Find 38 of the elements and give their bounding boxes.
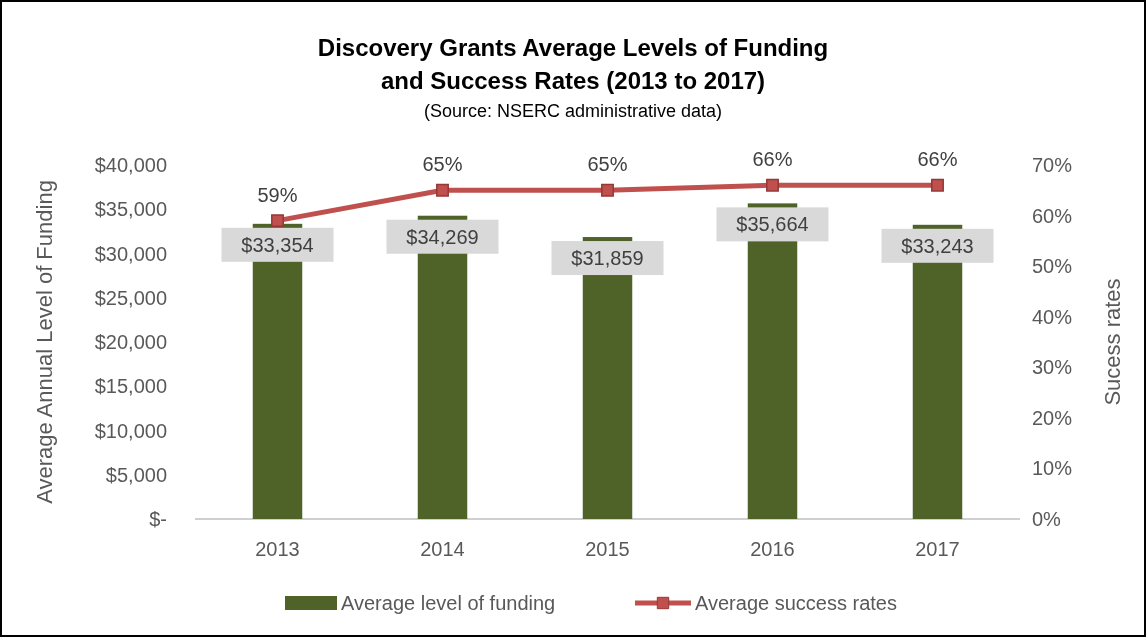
y2-tick-label: 30%	[1032, 356, 1073, 379]
y2-tick-label: 70%	[1032, 154, 1073, 176]
y-tick-label: $20,000	[94, 331, 167, 353]
data-label: $33,243	[901, 234, 974, 257]
y-tick-label: $25,000	[94, 286, 167, 309]
y2-tick-label: 60%	[1032, 204, 1073, 227]
data-label: 65%	[587, 153, 628, 176]
x-tick-label: 2015	[585, 538, 630, 560]
x-tick-label: 2017	[915, 538, 960, 560]
y2-tick-label: 50%	[1032, 255, 1073, 278]
data-label: $33,354	[241, 233, 314, 256]
y-tick-label: $35,000	[94, 198, 167, 221]
y-axis-title: Average Annual Level of Funding	[32, 180, 57, 504]
legend-label: Average success rates	[695, 592, 897, 614]
y-tick-label: $10,000	[94, 419, 167, 442]
chart-title: Discovery Grants Average Levels of Funding and Success Rates (2013 to 2017)	[317, 34, 829, 94]
data-label: 66%	[752, 148, 793, 171]
y-tick-label: $40,000	[94, 154, 167, 176]
chart-subtitle: (Source: NSERC administrative data)	[423, 101, 723, 121]
data-label: 59%	[257, 183, 298, 206]
data-label: $34,269	[406, 225, 479, 248]
x-tick-label: 2016	[750, 538, 795, 560]
data-label: 66%	[917, 148, 958, 171]
legend-label: Average level of funding	[341, 592, 556, 614]
data-label: $35,664	[736, 213, 809, 236]
y2-tick-label: 20%	[1032, 406, 1073, 429]
x-tick-label: 2014	[420, 538, 465, 560]
data-label: 65%	[422, 153, 463, 176]
y2-tick-label: 0%	[1032, 508, 1062, 530]
y-tick-label: $5,000	[105, 463, 167, 486]
x-tick-label: 2013	[255, 538, 300, 560]
y2-tick-label: 40%	[1032, 305, 1073, 328]
data-label: $31,859	[571, 247, 644, 270]
y2-axis-title: Sucess rates	[1100, 278, 1125, 406]
y2-tick-label: 10%	[1032, 457, 1073, 480]
y-tick-label: $-	[149, 508, 167, 530]
y-tick-label: $30,000	[94, 242, 167, 265]
y-tick-label: $15,000	[94, 375, 167, 398]
